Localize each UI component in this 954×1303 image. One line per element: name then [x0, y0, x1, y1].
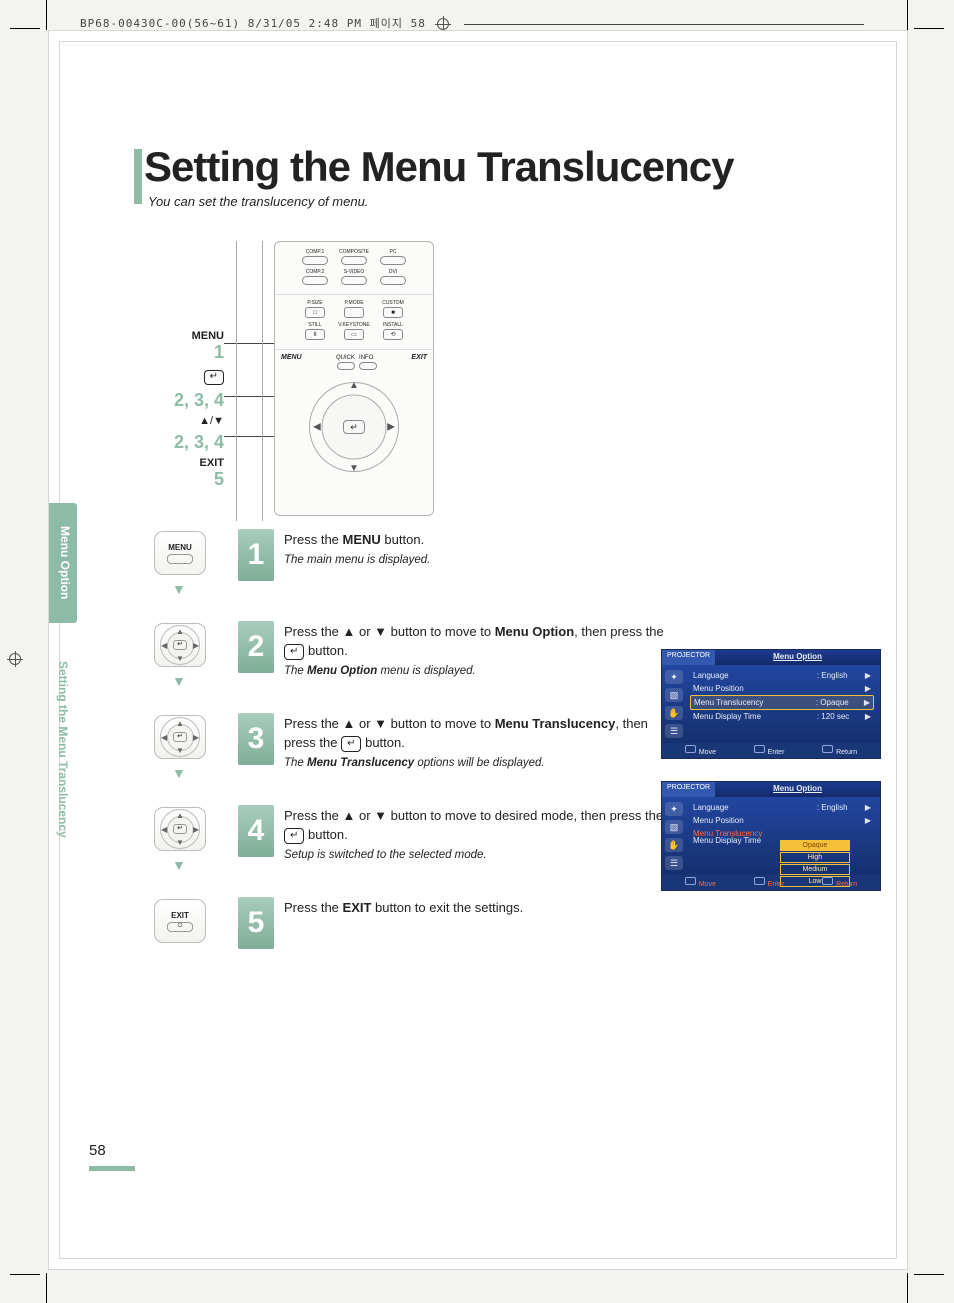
navpad-icon: ↵▲▼◀▶ — [154, 807, 206, 851]
osd-screenshots: PROJECTORMenu Option ✦ ▧ ✋ ☰ Language: E… — [661, 649, 881, 913]
osd-tab-icon: ✦ — [665, 670, 683, 684]
navpad-icon: ↵▲▼◀▶ — [154, 623, 206, 667]
step-text: Press the ▲ or ▼ button to move to Menu … — [284, 624, 664, 658]
down-arrow-icon: ▼ — [172, 857, 186, 873]
page-number: 58 — [89, 1142, 106, 1159]
remote-navpad: ↵ ▲ ▼ ◀ ▶ — [275, 372, 433, 482]
osd-menu-option: PROJECTORMenu Option ✦ ▧ ✋ ☰ Language: E… — [661, 649, 881, 759]
title-block: Setting the Menu Translucency You can se… — [144, 143, 733, 209]
osd-tab-icon: ▧ — [665, 688, 683, 702]
osd-tab-icon: ☰ — [665, 724, 683, 738]
osd-tab-icon: ✋ — [665, 706, 683, 720]
page-subtitle: You can set the translucency of menu. — [144, 194, 733, 209]
step-number: 5 — [238, 897, 274, 949]
registration-mark-left — [6, 650, 24, 668]
step-number: 4 — [238, 805, 274, 857]
menu-button-icon: MENU — [154, 531, 206, 575]
step-number: 1 — [238, 529, 274, 581]
step-number: 2 — [238, 621, 274, 673]
down-arrow-icon: ▼ — [172, 581, 186, 597]
prepress-header: BP68-00430C-00(56~61) 8/31/05 2:48 PM 페이… — [80, 15, 904, 31]
step-5: EXIT ⏻ 5 Press the EXIT button to exit t… — [154, 897, 674, 961]
down-arrow-icon: ▼ — [172, 765, 186, 781]
down-arrow-icon: ▼ — [172, 673, 186, 689]
step-4: ↵▲▼◀▶ ▼ 4 Press the ▲ or ▼ button to mov… — [154, 805, 674, 869]
osd-row-highlighted: Menu Translucency: Opaque▶ — [690, 695, 874, 710]
page-number-bar — [89, 1166, 135, 1171]
step-number: 3 — [238, 713, 274, 765]
exit-button-icon: EXIT ⏻ — [154, 899, 206, 943]
step-list: MENU ▼ 1 Press the MENU button. The main… — [154, 529, 674, 989]
step-1: MENU ▼ 1 Press the MENU button. The main… — [154, 529, 674, 593]
page-title: Setting the Menu Translucency — [144, 143, 733, 191]
registration-mark — [437, 18, 449, 30]
enter-icon: ↵ — [204, 370, 224, 385]
page: Setting the Menu Translucency You can se… — [48, 30, 908, 1270]
side-tab-section: Menu Option — [49, 503, 77, 623]
step-3: ↵▲▼◀▶ ▼ 3 Press the ▲ or ▼ button to mov… — [154, 713, 674, 777]
remote-illustration: COMP.1 COMPOSITE PC COMP.2 S-VIDEO DVI P… — [274, 241, 434, 516]
osd-menu-option-expanded: PROJECTORMenu Option ✦ ▧ ✋ ☰ Language: E… — [661, 781, 881, 891]
title-accent-bar — [134, 149, 142, 204]
navpad-icon: ↵▲▼◀▶ — [154, 715, 206, 759]
step-2: ↵▲▼◀▶ ▼ 2 Press the ▲ or ▼ button to mov… — [154, 621, 674, 685]
remote-step-labels: MENU1 ↵ 2, 3, 4 ▲/▼ 2, 3, 4 EXIT5 — [144, 331, 224, 495]
side-tab-topic: Setting the Menu Translucency — [49, 661, 70, 838]
remote-diagram: MENU1 ↵ 2, 3, 4 ▲/▼ 2, 3, 4 EXIT5 COMP.1… — [144, 241, 434, 521]
